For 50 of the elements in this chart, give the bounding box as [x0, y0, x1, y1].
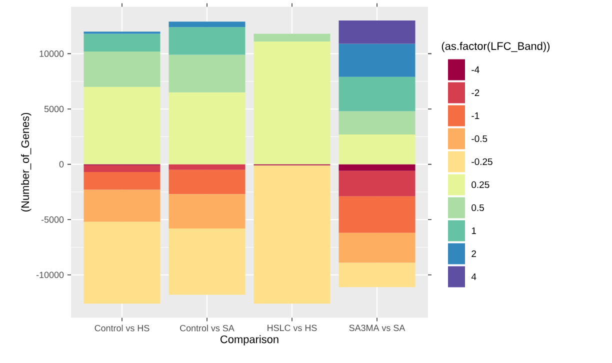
legend-label: -4 [472, 66, 480, 73]
x-tick-label: HSLC vs HS [268, 324, 317, 332]
bar [84, 34, 160, 52]
y-tick-label: 0 [59, 161, 64, 168]
bar [168, 164, 246, 170]
bar [338, 262, 416, 288]
legend-label: 4 [471, 273, 476, 280]
legend-label: -0.25 [472, 158, 492, 166]
bar [168, 170, 246, 194]
bar [84, 86, 160, 164]
legend-label: 1 [472, 227, 476, 234]
legend-label: -1 [472, 112, 480, 119]
bar [84, 51, 160, 87]
y-tick-label: 10000 [40, 50, 64, 57]
bar [338, 20, 416, 44]
legend-label: -2 [472, 89, 480, 96]
bar [338, 232, 416, 263]
bar [84, 190, 160, 222]
legend-label: 0.25 [472, 181, 490, 188]
bar [168, 194, 246, 228]
bar [84, 165, 160, 172]
bar [338, 170, 416, 196]
bar [84, 172, 160, 190]
bar [254, 34, 330, 42]
y-tick-label: -10000 [36, 272, 64, 278]
bar [254, 42, 330, 164]
bar [338, 134, 416, 164]
legend-label: -0.5 [472, 135, 488, 142]
bar [168, 54, 246, 92]
y-axis-title: (Number_of_Genes) [21, 112, 32, 212]
bar [338, 164, 416, 171]
bar [168, 27, 246, 55]
y-tick-label: 5000 [44, 106, 64, 112]
legend-label: 0.5 [472, 204, 484, 212]
x-tick-label: SA3MA vs SA [349, 324, 406, 332]
bar [338, 76, 416, 112]
x-axis-title: Comparison [220, 335, 278, 346]
bar [338, 111, 416, 134]
bar [168, 228, 246, 295]
bar [338, 196, 416, 233]
legend-title: (as.factor(LFC_Band)) [442, 42, 550, 52]
bar [254, 165, 330, 304]
legend-label: 2 [472, 250, 476, 258]
bar [338, 44, 416, 77]
bar [168, 22, 246, 28]
x-tick-label: Control vs SA [180, 324, 234, 332]
x-tick-label: Control vs HS [94, 324, 150, 332]
bar [84, 222, 160, 304]
bar [168, 92, 246, 164]
y-tick-label: -5000 [41, 216, 64, 223]
